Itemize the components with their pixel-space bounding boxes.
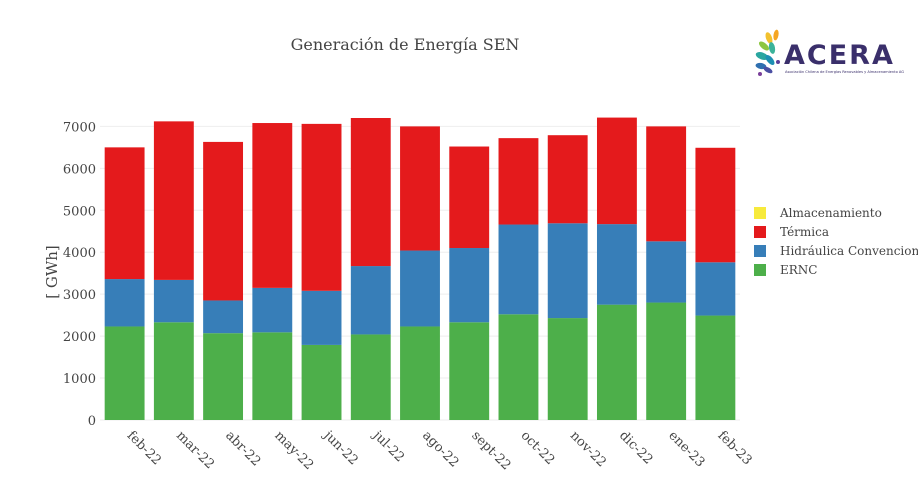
bar-t-rmica[interactable]	[301, 123, 342, 291]
bar-stack[interactable]	[252, 123, 293, 420]
bar-ernc[interactable]	[498, 314, 539, 420]
bar-stack[interactable]	[646, 126, 687, 420]
bar-hidr-ulica-convencional[interactable]	[104, 279, 145, 327]
bar-stack[interactable]	[547, 135, 588, 420]
x-tick-label: feb-23	[715, 428, 755, 468]
bar-hidr-ulica-convencional[interactable]	[203, 300, 244, 334]
bar-stack[interactable]	[695, 147, 736, 420]
bar-hidr-ulica-convencional[interactable]	[350, 266, 391, 335]
x-tick-label: ago-22	[419, 428, 461, 470]
bar-hidr-ulica-convencional[interactable]	[449, 248, 490, 323]
legend-swatch	[754, 207, 766, 219]
bars	[104, 117, 736, 420]
y-axis-ticks: 0 1000 2000 3000 4000 5000 6000 7000	[63, 120, 96, 429]
y-tick-label: 5000	[63, 204, 96, 219]
bar-stack[interactable]	[596, 117, 637, 420]
x-tick-label: sept-22	[468, 428, 513, 473]
logo-subtitle: Asociación Chilena de Energías Renovable…	[785, 70, 904, 74]
bar-stack[interactable]	[350, 118, 391, 420]
legend-swatch	[754, 264, 766, 276]
bar-t-rmica[interactable]	[252, 123, 293, 288]
legend-item[interactable]: Almacenamiento	[754, 206, 882, 220]
x-tick-label: oct-22	[518, 428, 558, 468]
y-tick-label: 2000	[63, 330, 96, 345]
bar-ernc[interactable]	[350, 334, 391, 420]
bar-hidr-ulica-convencional[interactable]	[695, 262, 736, 316]
bar-stack[interactable]	[400, 126, 440, 420]
bar-t-rmica[interactable]	[449, 146, 490, 249]
bar-t-rmica[interactable]	[646, 126, 687, 242]
x-tick-label: mar-22	[173, 428, 217, 472]
acera-logo: ACERA Asociación Chilena de Energías Ren…	[755, 29, 904, 76]
chart-title: Generación de Energía SEN	[291, 35, 520, 54]
bar-t-rmica[interactable]	[547, 135, 588, 224]
logo-wordmark: ACERA	[784, 40, 895, 71]
bar-t-rmica[interactable]	[400, 126, 440, 251]
bar-ernc[interactable]	[252, 332, 293, 420]
bar-t-rmica[interactable]	[350, 118, 391, 267]
bar-t-rmica[interactable]	[695, 147, 736, 263]
bar-ernc[interactable]	[646, 302, 687, 420]
legend-item[interactable]: ERNC	[754, 263, 817, 277]
x-tick-label: may-22	[271, 428, 316, 473]
bar-ernc[interactable]	[449, 322, 490, 420]
bar-t-rmica[interactable]	[203, 141, 244, 301]
bar-stack[interactable]	[153, 121, 194, 420]
bar-ernc[interactable]	[596, 304, 637, 420]
bar-ernc[interactable]	[104, 326, 145, 420]
bar-ernc[interactable]	[400, 326, 440, 420]
bar-stack[interactable]	[301, 123, 342, 420]
bar-t-rmica[interactable]	[498, 138, 539, 225]
legend-label: ERNC	[780, 263, 817, 277]
y-tick-label: 7000	[63, 120, 96, 135]
bar-ernc[interactable]	[547, 318, 588, 420]
bar-ernc[interactable]	[153, 322, 194, 420]
logo-flower-icon	[755, 29, 780, 76]
x-tick-label: feb-22	[124, 428, 164, 468]
y-tick-label: 3000	[63, 288, 96, 303]
bar-t-rmica[interactable]	[596, 117, 637, 225]
y-tick-label: 0	[88, 414, 96, 429]
legend-item[interactable]: Térmica	[754, 225, 829, 239]
bar-ernc[interactable]	[203, 333, 244, 420]
bar-hidr-ulica-convencional[interactable]	[547, 223, 588, 319]
x-tick-label: nov-22	[567, 428, 609, 470]
bar-hidr-ulica-convencional[interactable]	[646, 241, 687, 303]
bar-hidr-ulica-convencional[interactable]	[301, 290, 342, 345]
x-tick-label: ene-23	[665, 428, 707, 470]
legend-swatch	[754, 226, 766, 238]
y-tick-label: 4000	[63, 246, 96, 261]
bar-stack[interactable]	[449, 146, 490, 420]
bar-t-rmica[interactable]	[153, 121, 194, 280]
bar-hidr-ulica-convencional[interactable]	[153, 279, 194, 323]
bar-ernc[interactable]	[695, 315, 736, 420]
legend[interactable]: Almacenamiento Térmica Hidráulica Convenci…	[754, 206, 918, 277]
x-tick-label: jul-22	[369, 427, 408, 466]
x-tick-label: jun-22	[319, 427, 361, 469]
bar-hidr-ulica-convencional[interactable]	[596, 224, 637, 305]
bar-stack[interactable]	[104, 147, 145, 420]
legend-swatch	[754, 245, 766, 257]
legend-label: Almacenamiento	[779, 206, 882, 220]
y-axis-title: [ GWh]	[43, 245, 61, 299]
legend-item[interactable]: Hidráulica Convencional	[754, 244, 918, 258]
bar-stack[interactable]	[203, 141, 244, 420]
legend-label: Hidráulica Convencional	[780, 244, 918, 258]
bar-ernc[interactable]	[301, 344, 342, 420]
y-tick-label: 6000	[63, 162, 96, 177]
x-tick-label: abr-22	[222, 428, 263, 469]
y-tick-label: 1000	[63, 372, 96, 387]
bar-stack[interactable]	[498, 138, 539, 420]
bar-hidr-ulica-convencional[interactable]	[252, 287, 293, 333]
bar-hidr-ulica-convencional[interactable]	[498, 224, 539, 315]
bar-hidr-ulica-convencional[interactable]	[400, 250, 440, 327]
bar-t-rmica[interactable]	[104, 147, 145, 280]
x-tick-label: dic-22	[616, 428, 655, 467]
x-axis-ticks: feb-22 mar-22 abr-22 may-22 jun-22 jul-22 ago-…	[124, 427, 755, 474]
legend-label: Térmica	[780, 225, 829, 239]
